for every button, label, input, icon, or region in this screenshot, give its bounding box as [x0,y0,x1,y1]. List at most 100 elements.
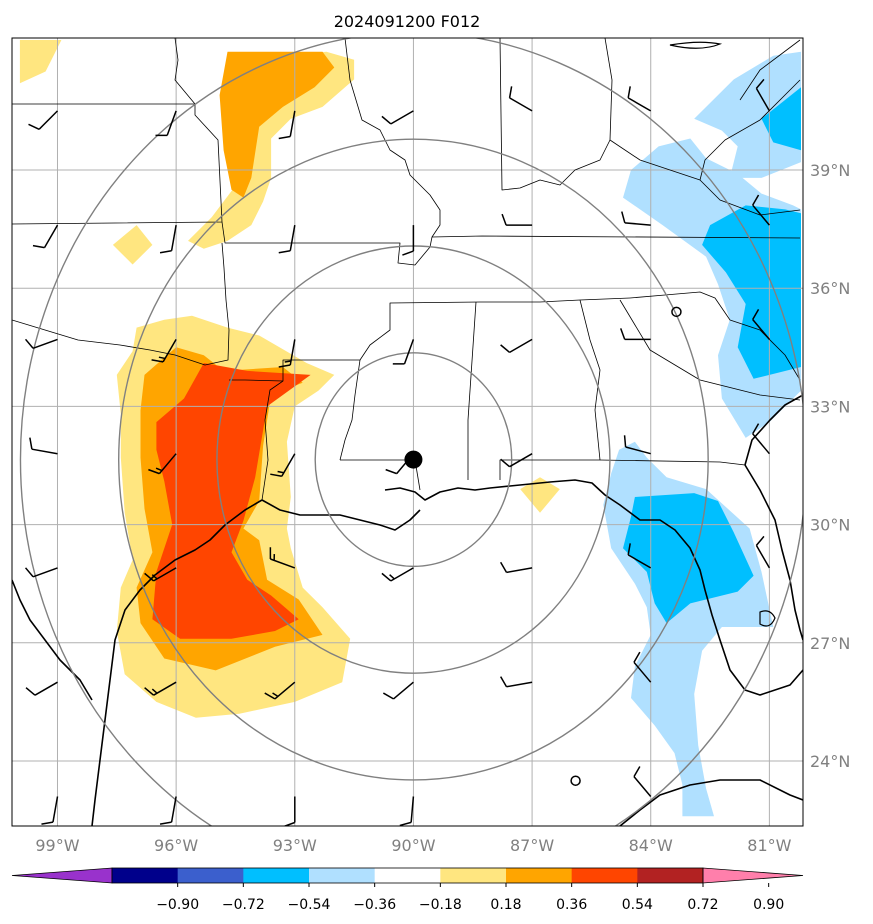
atlantic-coast [744,394,803,466]
border-line [221,221,801,266]
station-circle [671,306,682,318]
wind-barb [32,224,59,249]
wind-barb [278,339,296,368]
wind-barb [623,435,651,455]
colorbar-segment [309,868,376,883]
lon-tick-label: 93°W [273,836,317,855]
lat-tick-label: 39°N [810,161,850,180]
wind-barb [633,766,652,797]
border-line [739,39,801,101]
wind-barb [159,224,177,254]
colorbar-segment [243,868,310,883]
coastlines [12,394,803,826]
shaded-region [188,51,355,249]
range-ring [314,352,513,568]
lon-tick-label: 81°W [747,836,791,855]
shaded-region [219,51,335,198]
wind-barb [508,86,533,112]
lon-tick-label: 99°W [35,836,79,855]
station-circle [570,775,581,786]
border-line [619,299,801,401]
wind-barb [41,796,59,825]
mexico-coast [12,579,93,701]
shaded-region [702,205,801,379]
colorbar-tick-label: 0.36 [556,897,587,913]
lon-tick-label: 90°W [391,836,435,855]
wind-barb [381,110,414,125]
lon-tick-label: 87°W [510,836,554,855]
shaded-region [761,87,801,151]
colorbar-tick-label: 0.72 [687,897,718,913]
colorbar-segment [506,868,573,883]
wind-barb [28,110,59,130]
wind-barb [144,567,177,582]
wind-barb [24,567,58,578]
cuba-coast [619,779,803,826]
range-ring [19,38,803,826]
wind-barb [269,547,296,569]
wind-barb [381,567,414,582]
wind-barb [155,110,177,137]
wind-barb [382,681,414,700]
colorbar-tick-label: 0.90 [753,897,784,913]
border-line [12,242,230,366]
border-line [339,359,361,461]
wind-barb [500,338,533,354]
border-line [174,38,196,105]
wind-barb [752,308,770,340]
colorbar-tick-label: 0.54 [622,897,653,913]
wind-barb [402,225,415,256]
colorbar-tick-label: −0.18 [419,897,462,913]
border-line [12,103,223,225]
wind-barb [25,681,58,696]
wind-barb [621,211,651,226]
wind-barb [501,213,533,226]
map-markers [404,306,682,786]
wind-barb [499,561,533,574]
wind-barb [633,651,652,683]
wind-barb [752,194,770,226]
map-frame [11,37,804,827]
lat-tick-label: 24°N [810,752,850,771]
border-line [499,299,601,480]
storm-center-marker [404,450,423,469]
gulf-coast [91,499,263,826]
shaded-region [623,493,754,624]
wind-barb [270,453,296,477]
wind-barb [619,328,651,341]
colorbar-segment [374,868,441,883]
atlantic-coast [744,464,803,641]
border-line [344,38,441,238]
graticule [12,38,803,826]
lon-tick-label: 84°W [629,836,673,855]
state-borders [12,38,801,501]
lon-tick-label: 96°W [154,836,198,855]
axis-tick-labels: 99°W 96°W 93°W 90°W 87°W 84°W 81°W 39°N 36°N 33°N… [35,161,850,855]
wind-barb [29,437,58,455]
wind-barb [148,453,177,475]
colorbar-extend-high [702,867,804,884]
wind-barb [755,78,771,112]
border-line [629,291,801,381]
lat-tick-label: 30°N [810,516,850,535]
wind-barb [159,796,177,825]
border-line [604,38,613,141]
wind-barb [278,224,296,254]
colorbar-tick-label: −0.72 [222,897,265,913]
colorbar-segment [571,868,638,883]
colorbar-segment [637,868,704,883]
wind-barb [392,339,415,365]
range-ring [118,138,709,781]
wind-barbs [24,78,771,826]
wind-barb [151,339,177,363]
wind-barb [499,676,533,688]
wind-barb [278,110,296,140]
lake-outline [669,41,723,49]
wind-barb [627,543,652,569]
gulf-coast [261,499,421,531]
lat-tick-label: 33°N [810,397,850,416]
colorbar-tick-label: −0.90 [156,897,199,913]
shaded-region [112,225,153,265]
shaded-region [19,40,62,84]
